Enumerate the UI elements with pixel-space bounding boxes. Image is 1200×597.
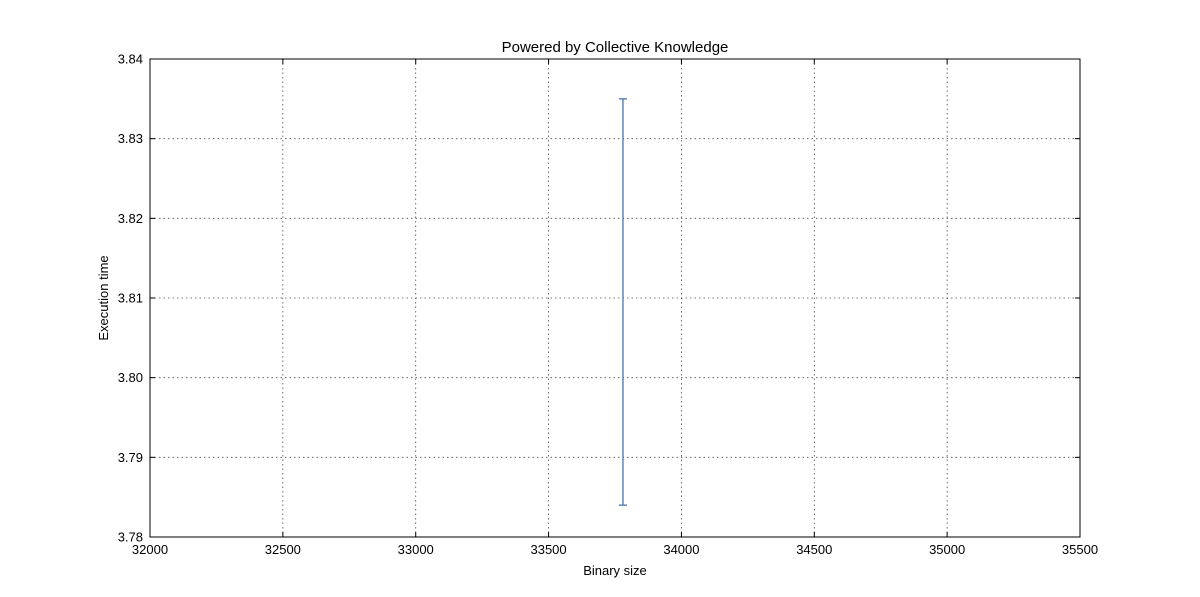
x-tick-label: 32000 xyxy=(132,542,168,557)
x-tick-label: 35500 xyxy=(1062,542,1098,557)
x-tick-label: 35000 xyxy=(929,542,965,557)
chart-title: Powered by Collective Knowledge xyxy=(502,39,729,56)
axis-ticks: 32000 32500 33000 33500 34000 34500 35000 35500… xyxy=(118,52,1098,558)
y-tick-label: 3.82 xyxy=(118,211,143,226)
x-tick-label: 33000 xyxy=(398,542,434,557)
y-tick-label: 3.78 xyxy=(118,530,143,545)
y-tick-label: 3.81 xyxy=(118,291,143,306)
y-axis-label: Execution time xyxy=(96,255,111,340)
y-tick-label: 3.80 xyxy=(118,370,143,385)
plot-marks xyxy=(618,98,627,506)
x-tick-label: 34000 xyxy=(663,542,699,557)
x-axis-label: Binary size xyxy=(583,563,647,578)
x-tick-label: 32500 xyxy=(265,542,301,557)
y-tick-label: 3.79 xyxy=(118,450,143,465)
x-tick-label: 33500 xyxy=(530,542,566,557)
y-tick-label: 3.84 xyxy=(118,52,143,67)
y-tick-label: 3.83 xyxy=(118,131,143,146)
x-tick-label: 34500 xyxy=(796,542,832,557)
grid xyxy=(150,59,1080,537)
